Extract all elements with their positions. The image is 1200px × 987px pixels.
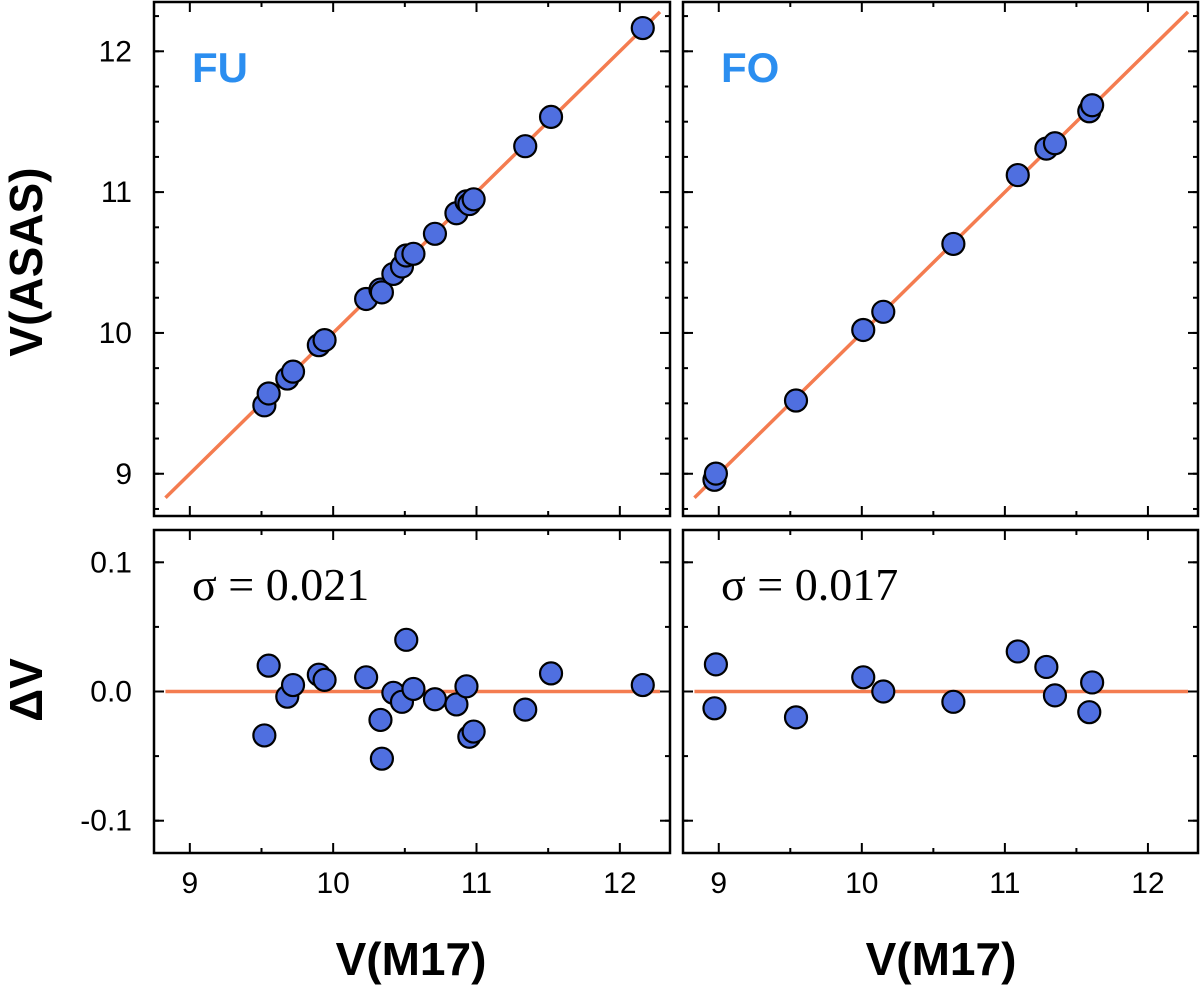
data-point-bottom-fo <box>1077 700 1102 725</box>
data-point-top-fu <box>422 221 448 246</box>
data-point-bottom-fo <box>703 652 729 677</box>
data-point-bottom-fu <box>630 672 655 698</box>
data-point-top-fo <box>783 388 809 413</box>
data-point-bottom-fu <box>354 665 379 690</box>
panel-label-fo: FO <box>721 44 779 91</box>
y-axis-title-bottom: ΔV <box>0 658 52 722</box>
data-point-bottom-fu <box>256 653 281 678</box>
data-point-bottom-fo <box>1034 654 1059 680</box>
data-point-bottom-fo <box>702 696 727 721</box>
data-point-bottom-fu <box>280 672 306 698</box>
data-point-top-fo <box>851 317 876 343</box>
data-point-bottom-fu <box>369 746 394 771</box>
data-point-top-fo <box>871 299 896 324</box>
x-tick-label: 9 <box>181 867 198 900</box>
y-tick-label: 0.0 <box>90 676 132 709</box>
sigma-label-fo: σ = 0.017 <box>721 559 898 610</box>
data-point-bottom-fo <box>941 689 966 714</box>
data-point-top-fu <box>513 134 538 159</box>
data-point-bottom-fu <box>401 676 426 702</box>
x-tick-label: 10 <box>316 867 349 900</box>
data-point-top-fu <box>401 241 426 266</box>
data-point-top-fo <box>1080 93 1105 118</box>
data-point-bottom-fu <box>422 687 448 712</box>
data-point-top-fu <box>630 15 655 41</box>
x-axis-title-left: V(M17) <box>336 933 487 985</box>
data-point-top-fu <box>256 381 281 406</box>
data-point-bottom-fo <box>1005 639 1030 664</box>
data-point-bottom-fo <box>1042 683 1068 708</box>
x-tick-label: 12 <box>603 867 636 900</box>
panel-fu-top: 9 10 11 12 <box>99 0 672 518</box>
plot-layer: 9 10 11 12 9 10 11 12 0.1 0.0 -0.1 FU σ = 0.021 9 10 11… <box>80 0 1200 900</box>
y-axis-title-top: V(ASAS) <box>0 167 52 356</box>
x-tick-label: 9 <box>710 867 727 900</box>
data-point-top-fu <box>538 104 564 130</box>
data-point-top-fo <box>703 461 729 486</box>
x-tick-label: 10 <box>845 867 878 900</box>
data-point-top-fo <box>1042 131 1068 156</box>
data-point-top-fu <box>461 187 486 212</box>
panel-fo-top <box>681 0 1200 518</box>
y-tick-label: 11 <box>101 176 132 209</box>
panel-fu-bottom: 9 10 11 12 0.1 0.0 -0.1 <box>80 528 672 900</box>
data-point-bottom-fu <box>252 723 277 748</box>
x-tick-label: 11 <box>461 867 492 900</box>
panel-frame <box>681 0 1200 518</box>
data-point-top-fu <box>312 328 337 353</box>
data-point-bottom-fu <box>513 697 538 722</box>
y-tick-label: 10 <box>99 317 132 350</box>
data-point-top-fo <box>941 231 966 257</box>
x-axis-title-right: V(M17) <box>866 933 1017 985</box>
sigma-label-fu: σ = 0.021 <box>192 559 369 610</box>
data-point-top-fu <box>280 359 306 384</box>
data-point-bottom-fu <box>461 719 486 744</box>
data-point-bottom-fu <box>368 707 393 733</box>
data-point-top-fo <box>1005 162 1030 188</box>
data-point-bottom-fo <box>851 665 876 690</box>
y-tick-label: 0.1 <box>90 546 132 579</box>
panel-label-fu: FU <box>192 44 248 91</box>
y-tick-label: 9 <box>115 458 132 491</box>
panel-frame <box>152 0 672 518</box>
data-point-bottom-fo <box>1080 670 1105 695</box>
x-tick-label: 12 <box>1131 867 1164 900</box>
data-point-bottom-fu <box>454 674 479 699</box>
panel-fo-bottom: 9 10 11 12 <box>681 528 1200 900</box>
y-tick-label: -0.1 <box>80 805 132 838</box>
data-point-bottom-fu <box>444 692 469 717</box>
data-point-bottom-fu <box>394 627 419 652</box>
data-point-bottom-fo <box>783 705 809 730</box>
data-point-bottom-fu <box>312 667 337 692</box>
data-point-bottom-fu <box>538 661 564 686</box>
x-tick-label: 11 <box>989 867 1020 900</box>
data-point-bottom-fo <box>871 679 896 704</box>
fit-line-fo <box>693 10 1190 499</box>
y-tick-label: 12 <box>99 35 132 68</box>
data-point-top-fu <box>369 280 394 305</box>
